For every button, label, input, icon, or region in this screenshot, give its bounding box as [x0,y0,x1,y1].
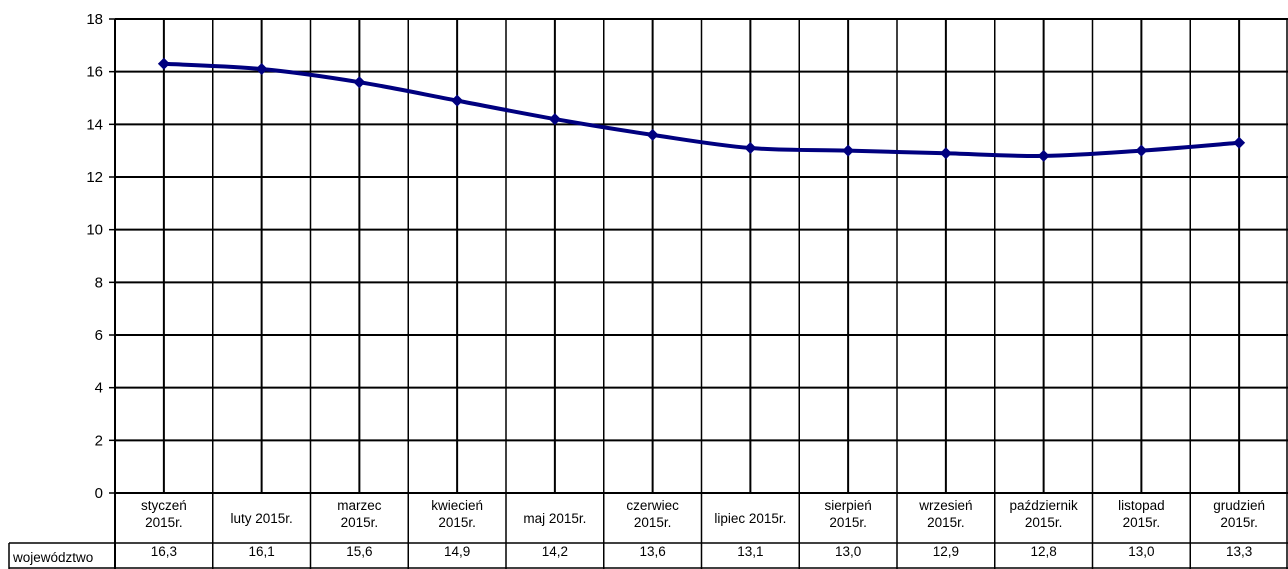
category-label: 2015r. [1220,515,1258,530]
data-value-label: 16,1 [248,544,274,559]
series-line [157,57,1246,162]
data-point-marker [744,142,757,155]
data-value-label: 16,3 [151,544,177,559]
data-value-label: 13,0 [1128,544,1154,559]
category-label: 2015r. [438,515,476,530]
data-value-label: 14,9 [444,544,470,559]
category-label: wrzesień [918,498,972,513]
data-value-label: 15,6 [346,544,372,559]
data-value-label: 12,9 [933,544,959,559]
category-label: 2015r. [1025,515,1063,530]
category-label: 2015r. [634,515,672,530]
data-value-label: 13,3 [1226,544,1252,559]
y-tick-label: 12 [86,169,103,186]
category-label: marzec [337,498,382,513]
category-label: październik [1009,498,1078,513]
data-point-marker [548,113,561,126]
category-label: luty 2015r. [230,511,292,526]
category-label: kwiecień [431,498,483,513]
category-label: czerwiec [626,498,679,513]
data-point-marker [451,94,464,107]
category-label: 2015r. [341,515,379,530]
category-label: 2015r. [145,515,183,530]
data-point-marker [939,147,952,160]
y-tick-label: 4 [95,380,103,397]
x-axis-categories: styczeń 2015r. luty 2015r. marzec 2015r. kwie… [141,498,1265,530]
data-point-marker [842,144,855,157]
data-value-label: 13,0 [835,544,861,559]
category-label: 2015r. [829,515,867,530]
category-label: sierpień [824,498,871,513]
y-tick-label: 0 [95,485,103,502]
data-point-marker [353,76,366,89]
category-label: 2015r. [1123,515,1161,530]
y-tick-label: 14 [86,116,103,133]
category-label: maj 2015r. [523,511,586,526]
y-tick-label: 8 [95,274,103,291]
data-point-marker [1037,149,1050,162]
category-label: listopad [1118,498,1165,513]
data-value-label: 13,1 [737,544,763,559]
data-point-marker [1135,144,1148,157]
data-value-label: 14,2 [542,544,568,559]
y-tick-label: 16 [86,64,103,81]
category-label: styczeń [141,498,187,513]
category-label: 2015r. [927,515,965,530]
series-name-label: województwo [12,550,93,565]
y-tick-label: 10 [86,222,103,239]
category-label: lipiec 2015r. [714,511,786,526]
y-tick-label: 2 [95,432,103,449]
series-path [163,61,1240,158]
data-point-marker [646,128,659,141]
data-point-marker [157,57,170,70]
gridlines [109,18,1288,569]
y-tick-label: 6 [95,327,103,344]
y-axis-ticks: 0 2 4 6 8 10 12 14 16 18 [86,11,103,502]
data-value-label: 12,8 [1030,544,1056,559]
y-tick-label: 18 [86,11,103,28]
data-value-label: 13,6 [639,544,665,559]
data-table: województwo 16,3 16,1 15,6 14,9 14,2 13,6 13,1 1… [8,542,1288,569]
category-label: grudzień [1213,498,1265,513]
data-point-marker [1233,136,1246,149]
data-point-marker [255,63,268,76]
